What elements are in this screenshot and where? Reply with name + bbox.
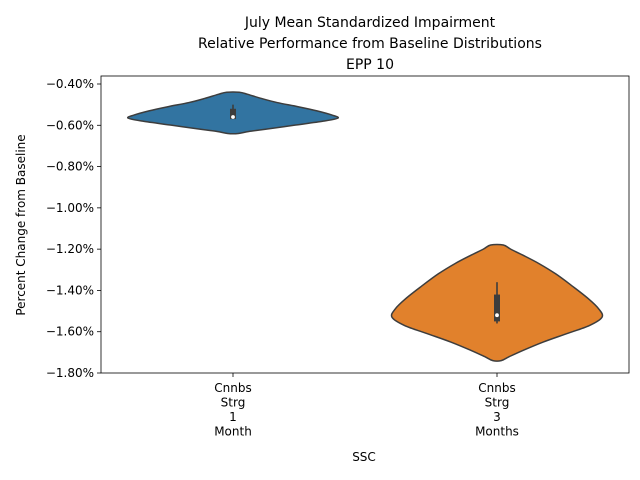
y-axis-ticks: −0.40% −0.60% −0.80% −1.00% −1.20% −1.40% −1.6… (46, 77, 101, 380)
violin-median-dot (231, 115, 235, 119)
x-tick-label: Cnnbs Strg 3 Months (475, 381, 519, 439)
x-tick-label-line: Cnnbs (214, 381, 251, 395)
title-line-2: Relative Performance from Baseline Distr… (198, 36, 542, 52)
x-tick-label: Cnnbs Strg 1 Month (214, 381, 252, 439)
y-tick-label: −1.80% (46, 366, 94, 380)
y-tick-label: −1.60% (46, 325, 94, 339)
y-tick-label: −0.80% (46, 160, 94, 174)
y-axis-label: Percent Change from Baseline (14, 134, 28, 315)
x-tick-label-line: Cnnbs (478, 381, 515, 395)
y-tick-label: −0.60% (46, 118, 94, 132)
violins-layer (126, 91, 604, 362)
x-tick-label-line: 3 (493, 410, 501, 424)
title-line-1: July Mean Standardized Impairment (244, 15, 496, 31)
x-axis-label: SSC (352, 450, 376, 464)
x-tick-label-line: Months (475, 425, 519, 439)
y-tick-label: −1.20% (46, 242, 94, 256)
y-tick-label: −0.40% (46, 77, 94, 91)
x-tick-label-line: Month (214, 425, 252, 439)
plot-frame (100, 75, 630, 374)
x-tick-label-line: 1 (229, 410, 237, 424)
chart-title: July Mean Standardized Impairment Relati… (198, 15, 542, 73)
violin-median-dot (495, 313, 499, 318)
violin-iqr-box (230, 108, 236, 120)
y-tick-label: −1.00% (46, 201, 94, 215)
x-tick-label-line: Strg (221, 396, 246, 410)
x-tick-label-line: Strg (485, 396, 510, 410)
y-tick-label: −1.40% (46, 283, 94, 297)
title-line-3: EPP 10 (346, 57, 394, 73)
violin-iqr-box (494, 294, 500, 322)
